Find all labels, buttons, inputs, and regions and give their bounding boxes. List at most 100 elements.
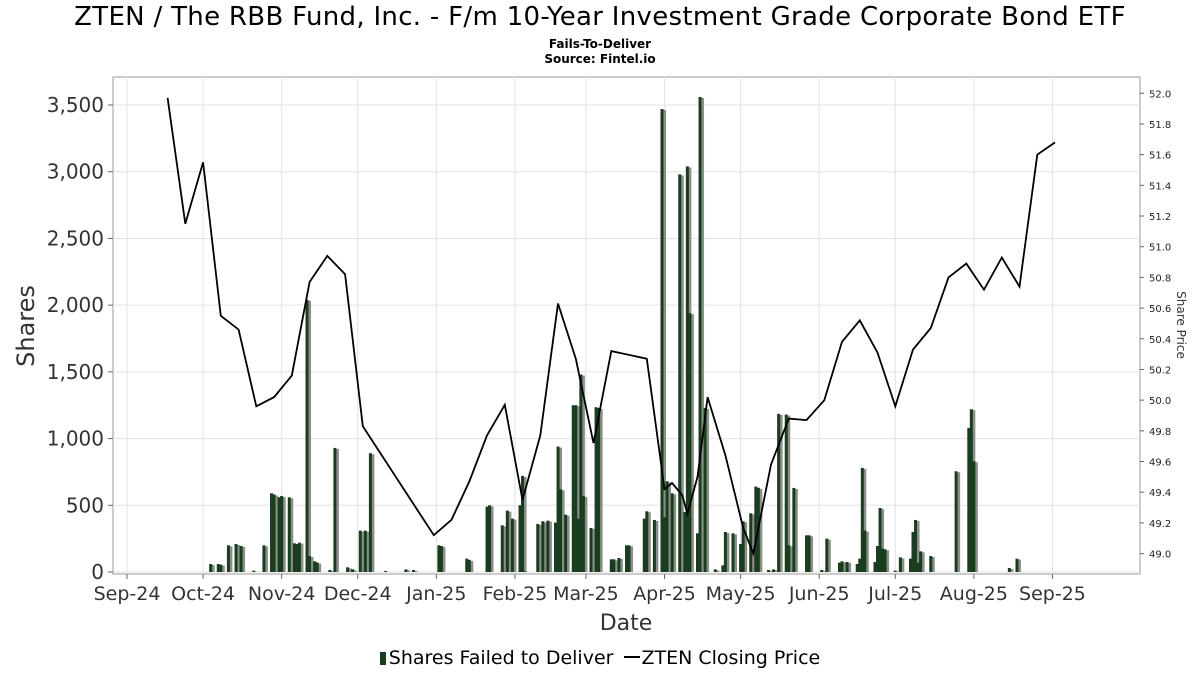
chart-subtitle: Fails-To-Deliver — [548, 37, 652, 51]
ftd-bar — [713, 569, 717, 572]
ftd-bar — [670, 493, 674, 572]
x-tick-label: Sep-24 — [94, 583, 161, 605]
y2-tick-label: 51.8 — [1149, 120, 1171, 131]
ftd-bar — [536, 523, 540, 572]
ftd-bar — [346, 567, 350, 572]
ftd-bar — [784, 414, 788, 572]
ftd-bar-shadow — [275, 495, 279, 572]
y-axis-ticks: 0 500 1,000 1,500 2,000 2,500 3,000 3,500 — [47, 93, 113, 584]
ftd-bar — [292, 543, 296, 572]
ftd-bar — [216, 563, 220, 572]
ftd-bar — [777, 413, 781, 572]
ftd-bar — [749, 513, 753, 572]
ftd-bar — [787, 545, 791, 572]
chart-title: ZTEN / The RBB Fund, Inc. - F/m 10-Year … — [74, 2, 1126, 32]
x-tick-label: Jan-25 — [405, 583, 466, 605]
x-tick-label: Sep-25 — [1019, 583, 1086, 605]
ftd-bar — [683, 511, 687, 572]
ftd-bar — [556, 446, 560, 572]
line-swatch-icon — [623, 656, 640, 658]
ftd-bar-shadow — [366, 531, 370, 572]
ftd-bar — [881, 548, 885, 572]
ftd-bar — [807, 535, 811, 572]
ftd-bar-shadow — [361, 531, 365, 572]
ftd-bar — [617, 557, 621, 572]
ftd-bar-shadow — [733, 534, 737, 572]
ftd-bar-shadow — [548, 521, 552, 572]
ftd-bar — [1007, 567, 1011, 572]
y2-tick-label: 51.2 — [1149, 212, 1171, 223]
ftd-bar — [688, 313, 692, 572]
x-tick-label: Dec-24 — [324, 583, 392, 605]
ftd-bar-shadow — [662, 110, 666, 572]
ftd-bar — [627, 545, 631, 572]
ftd-bar — [969, 409, 973, 572]
ftd-bar-shadow — [701, 98, 705, 573]
x-axis-ticks: Sep-24 Oct-24 Nov-24 Dec-24 Jan-25 Feb-25 Mar-… — [94, 574, 1086, 605]
ftd-bar-shadow — [744, 522, 748, 572]
x-tick-label: Mar-25 — [553, 583, 619, 605]
ftd-bar — [845, 561, 849, 572]
ftd-bar — [262, 545, 266, 572]
ftd-bar-shadow — [680, 175, 684, 572]
legend-label-price: ZTEN Closing Price — [641, 647, 821, 669]
y2-tick-label: 50.4 — [1149, 335, 1171, 346]
ftd-bar — [546, 520, 550, 572]
ftd-bar-shadow — [310, 556, 314, 572]
ftd-bar — [772, 569, 776, 572]
y2-tick-label: 49.4 — [1149, 488, 1171, 499]
ftd-bar — [315, 562, 319, 572]
ftd-bar-shadow — [647, 512, 651, 572]
x-tick-label: Feb-25 — [483, 583, 548, 605]
ftd-bar-shadow — [523, 476, 527, 572]
ftd-bar-shadow — [581, 375, 585, 572]
ftd-bar-shadow — [406, 570, 410, 572]
ftd-bar — [521, 475, 525, 572]
ftd-bar-shadow — [318, 563, 322, 572]
ftd-bar — [731, 533, 735, 572]
ftd-bar-shadow — [508, 511, 512, 572]
ftd-bar-shadow — [787, 415, 791, 572]
ftd-bar-shadow — [503, 526, 507, 572]
ftd-bar — [328, 569, 332, 572]
ftd-bar-shadow — [490, 506, 494, 572]
ftd-bar-shadow — [822, 570, 826, 572]
ftd-bar-shadow — [759, 488, 763, 572]
ftd-bar — [576, 518, 580, 572]
ftd-bar-shadow — [330, 570, 334, 572]
y-tick-label: 3,500 — [47, 93, 104, 117]
ftd-bar-shadow — [1017, 559, 1021, 572]
grid-lines — [113, 77, 1140, 574]
ftd-bar — [908, 558, 912, 572]
ftd-bar-shadow — [614, 560, 618, 572]
ftd-bar — [554, 522, 558, 572]
ftd-bar — [876, 545, 880, 572]
ftd-bar — [505, 510, 509, 572]
y2-tick-label: 49.0 — [1149, 550, 1171, 561]
x-axis-label: Date — [600, 611, 653, 636]
ftd-bar — [873, 561, 877, 572]
ftd-bar-shadow — [789, 546, 793, 572]
ftd-bar — [878, 507, 882, 572]
ftd-bar — [972, 461, 976, 572]
ftd-bar — [954, 471, 958, 572]
ftd-bar-shadow — [668, 482, 672, 572]
ftd-bar-shadow — [779, 414, 783, 572]
ftd-bar-shadow — [655, 520, 659, 572]
ftd-bar-shadow — [566, 515, 570, 572]
ftd-bar — [305, 299, 309, 572]
ftd-bar — [919, 551, 923, 572]
legend-item-price: ZTEN Closing Price — [623, 647, 821, 669]
ftd-bar — [351, 569, 355, 572]
ftd-bar — [820, 569, 824, 572]
y2-tick-label: 52.0 — [1149, 89, 1171, 100]
y-tick-label: 1,000 — [47, 427, 104, 451]
y-tick-label: 500 — [66, 493, 104, 517]
bar-swatch-icon — [379, 652, 386, 665]
ftd-bar — [295, 543, 299, 572]
y2-tick-label: 51.6 — [1149, 151, 1171, 162]
y2-tick-label: 49.2 — [1149, 519, 1171, 530]
ftd-bar — [695, 533, 699, 572]
ftd-bar — [485, 506, 489, 572]
ftd-bar — [368, 453, 372, 572]
